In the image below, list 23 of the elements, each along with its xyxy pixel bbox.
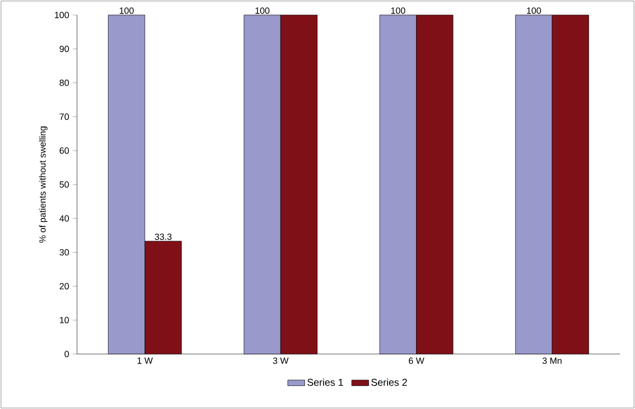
legend-label: Series 1 [307,378,344,386]
data-label: 100 [120,7,134,14]
x-tick-label: 3 Mn [542,358,562,364]
y-axis-title: % of patients without swelling [39,126,48,243]
y-tick-label: 50 [60,181,69,188]
data-label: 100 [527,7,541,14]
y-tick-label: 70 [60,114,69,120]
y-tick-label: 60 [60,147,69,154]
data-label: 33.3 [154,234,172,240]
x-tick-label: 6 W [408,358,424,364]
x-tick-label: 3 W [273,358,289,364]
y-tick-label: 90 [60,46,69,52]
y-tick-label: 40 [59,215,69,222]
data-label: 100 [256,7,270,14]
x-tick-label: 1 W [138,358,153,364]
legend-label: Series 2 [371,378,407,386]
y-tick-label: 0 [64,350,69,358]
y-tick-label: 100 [54,12,69,18]
y-tick-label: 20 [60,283,69,290]
y-tick-label: 10 [60,316,69,324]
data-label: 100 [391,7,406,14]
y-tick-label: 30 [60,249,69,256]
y-tick-label: 80 [60,80,69,86]
